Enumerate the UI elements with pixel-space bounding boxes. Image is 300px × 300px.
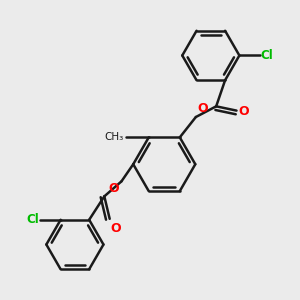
Text: CH₃: CH₃ bbox=[104, 132, 124, 142]
Text: O: O bbox=[109, 182, 119, 195]
Text: O: O bbox=[111, 222, 122, 235]
Text: Cl: Cl bbox=[26, 213, 39, 226]
Text: O: O bbox=[238, 105, 249, 118]
Text: Cl: Cl bbox=[261, 49, 274, 62]
Text: O: O bbox=[197, 102, 208, 115]
